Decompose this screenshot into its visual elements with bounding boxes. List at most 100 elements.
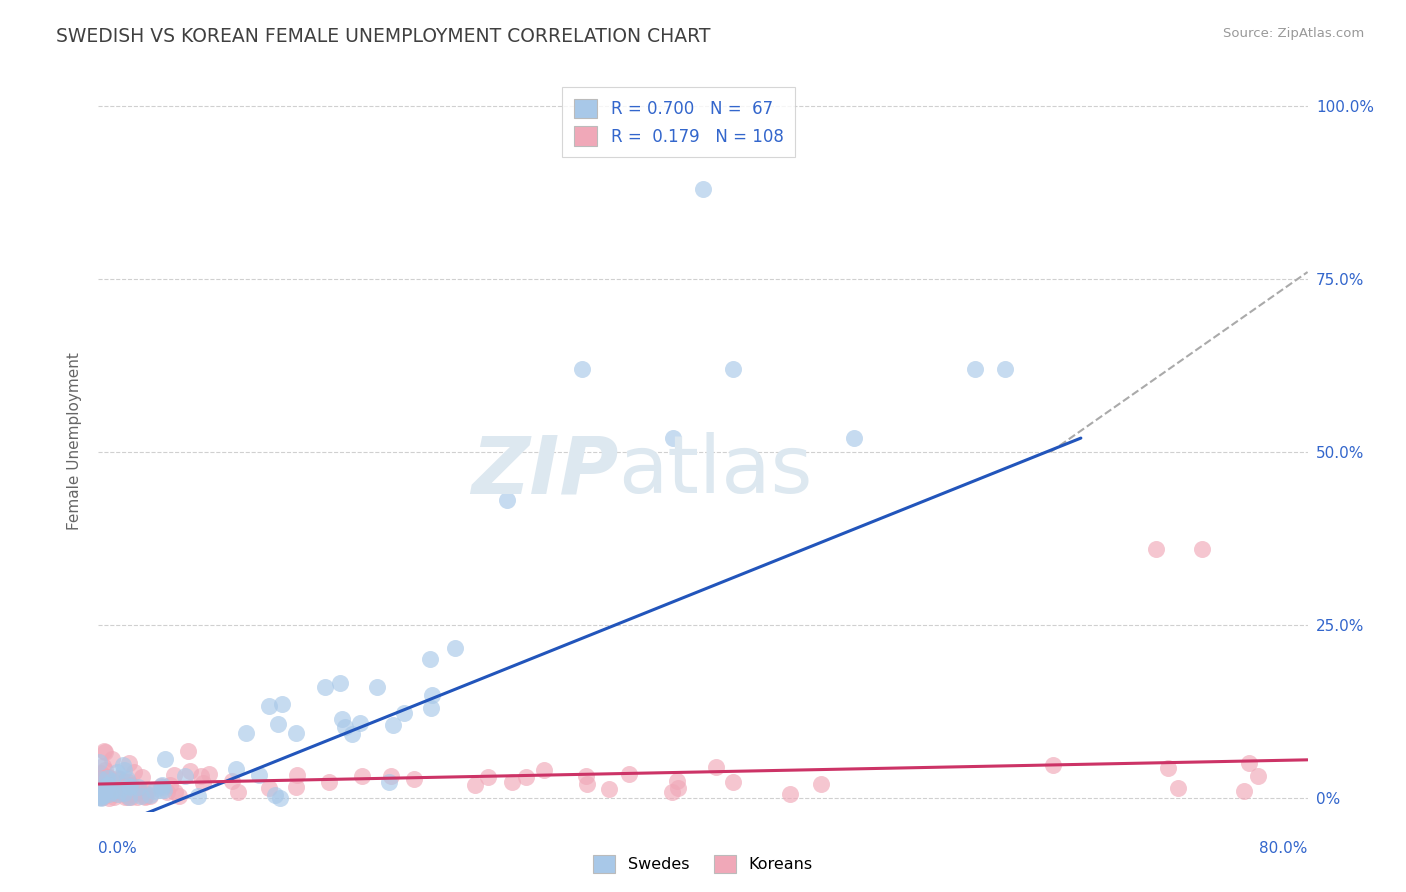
Point (598, 782, 620, 797)
Point (112, 775, 135, 789)
Point (153, 752, 176, 766)
Point (115, 772, 138, 786)
Point (179, 764, 201, 778)
Point (167, 789, 190, 804)
Point (420, 688, 443, 702)
Point (105, 782, 128, 797)
Point (1144, 541, 1167, 556)
Point (378, 774, 401, 789)
Point (111, 758, 134, 772)
Point (779, 788, 801, 802)
Point (138, 789, 160, 804)
Point (844, 431, 866, 445)
Point (93, 783, 115, 797)
Point (404, 772, 426, 787)
Point (91, 785, 114, 799)
Point (477, 770, 499, 784)
Point (90, 771, 112, 785)
Point (120, 789, 142, 804)
Point (269, 790, 291, 805)
Point (117, 790, 139, 805)
Point (114, 789, 136, 804)
Point (266, 717, 288, 731)
Point (576, 777, 599, 791)
Point (333, 720, 356, 734)
Point (994, 362, 1017, 376)
Point (257, 699, 280, 714)
Point (191, 776, 214, 790)
Point (107, 787, 129, 801)
Point (381, 717, 404, 731)
Point (444, 640, 467, 655)
Point (665, 774, 688, 789)
Point (107, 765, 129, 780)
Point (90, 790, 112, 805)
Point (965, 362, 987, 376)
Point (105, 784, 128, 798)
Point (101, 786, 124, 800)
Point (394, 706, 416, 721)
Point (89, 785, 111, 799)
Point (226, 785, 249, 799)
Point (150, 779, 173, 793)
Point (120, 783, 142, 797)
Point (111, 783, 134, 797)
Point (692, 182, 714, 196)
Point (121, 785, 143, 799)
Point (1157, 761, 1180, 775)
Point (97, 787, 120, 801)
Point (501, 774, 523, 789)
Point (704, 760, 727, 774)
Point (1191, 541, 1213, 556)
Point (419, 652, 441, 666)
Point (94, 764, 117, 778)
Point (221, 773, 243, 788)
Point (90, 765, 112, 780)
Point (127, 789, 149, 804)
Point (97, 778, 120, 792)
Point (118, 790, 141, 805)
Point (1167, 780, 1189, 795)
Point (118, 780, 141, 795)
Point (104, 787, 127, 801)
Point (153, 782, 176, 797)
Point (94, 746, 117, 760)
Point (225, 762, 247, 776)
Point (329, 675, 352, 690)
Point (149, 783, 172, 797)
Point (94, 787, 117, 801)
Legend: R = 0.700   N =  67, R =  0.179   N = 108: R = 0.700 N = 67, R = 0.179 N = 108 (562, 87, 796, 157)
Point (134, 789, 156, 804)
Point (117, 775, 139, 789)
Point (271, 697, 294, 711)
Point (533, 763, 555, 777)
Point (87, 780, 110, 795)
Point (314, 680, 336, 694)
Point (366, 680, 388, 694)
Point (340, 726, 363, 740)
Point (264, 788, 287, 802)
Point (121, 787, 143, 801)
Point (100, 774, 122, 789)
Point (131, 770, 153, 784)
Point (352, 769, 374, 783)
Point (96, 771, 118, 785)
Point (187, 789, 209, 803)
Point (120, 778, 142, 792)
Point (380, 770, 402, 784)
Point (94, 771, 117, 785)
Point (318, 775, 340, 789)
Point (96, 787, 118, 801)
Point (110, 772, 132, 786)
Point (89, 790, 111, 805)
Point (118, 781, 141, 796)
Point (103, 789, 125, 804)
Text: ZIP: ZIP (471, 432, 619, 510)
Point (91, 759, 114, 773)
Point (118, 756, 141, 771)
Point (118, 781, 141, 796)
Point (118, 779, 141, 793)
Point (619, 766, 641, 780)
Point (89, 772, 111, 787)
Point (142, 784, 165, 798)
